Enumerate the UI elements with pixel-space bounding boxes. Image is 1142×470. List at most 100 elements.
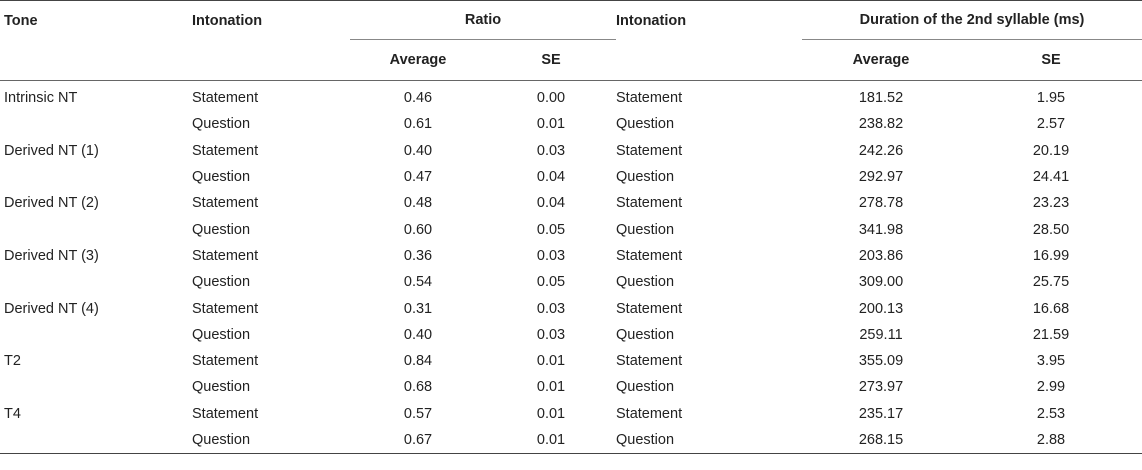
table-row: Question 0.40 0.03 Question 259.11 21.59 <box>0 322 1142 348</box>
cell-intonation-2: Statement <box>616 90 683 107</box>
cell-duration-se: 20.19 <box>1032 142 1070 159</box>
results-table: Tone Intonation Ratio Intonation Duratio… <box>0 0 1142 455</box>
cell-ratio-average: 0.60 <box>403 221 433 238</box>
cell-tone: Intrinsic NT <box>4 90 78 107</box>
table-row: Intrinsic NT Statement 0.46 0.00 Statement 18… <box>0 85 1142 111</box>
cell-duration-average: 242.26 <box>858 142 904 159</box>
cell-duration-average: 278.78 <box>858 195 904 212</box>
cell-duration-average: 181.52 <box>858 90 904 107</box>
header-duration-se: SE <box>1041 52 1061 68</box>
cell-intonation: Question <box>192 221 251 238</box>
cell-ratio-se: 0.03 <box>536 300 566 317</box>
cell-duration-average: 235.17 <box>858 405 904 422</box>
cell-tone: Derived NT (1) <box>4 142 99 159</box>
cell-intonation-2: Statement <box>616 142 683 159</box>
cell-ratio-se: 0.01 <box>536 405 566 422</box>
cell-duration-se: 16.68 <box>1032 300 1070 317</box>
table-row: Question 0.61 0.01 Question 238.82 2.57 <box>0 111 1142 137</box>
cell-duration-se: 3.95 <box>1036 353 1066 370</box>
table-row: Derived NT (2) Statement 0.48 0.04 Statement… <box>0 190 1142 216</box>
cell-ratio-se: 0.03 <box>536 247 566 264</box>
cell-duration-average: 309.00 <box>858 274 904 291</box>
cell-duration-se: 23.23 <box>1032 195 1070 212</box>
cell-duration-average: 355.09 <box>858 353 904 370</box>
cell-ratio-average: 0.40 <box>403 326 433 343</box>
header-ratio-average: Average <box>389 52 447 68</box>
table-row: Question 0.67 0.01 Question 268.15 2.88 <box>0 426 1142 455</box>
cell-duration-se: 2.99 <box>1036 379 1066 396</box>
cell-duration-average: 259.11 <box>859 326 903 343</box>
cell-intonation-2: Statement <box>616 247 683 264</box>
cell-tone: Derived NT (2) <box>4 195 99 212</box>
cell-ratio-se: 0.01 <box>486 426 616 455</box>
cell-intonation-2: Statement <box>616 405 683 422</box>
table-row: Question 0.47 0.04 Question 292.97 24.41 <box>0 164 1142 190</box>
cell-tone <box>0 269 192 295</box>
cell-duration-se: 1.95 <box>1036 90 1066 107</box>
cell-duration-se: 2.88 <box>960 426 1142 455</box>
table-row: T4 Statement 0.57 0.01 Statement 235.17 2.53 <box>0 401 1142 427</box>
cell-ratio-se: 0.01 <box>536 353 566 370</box>
cell-intonation-2: Statement <box>616 195 683 212</box>
table-row: Question 0.68 0.01 Question 273.97 2.99 <box>0 374 1142 400</box>
cell-duration-average: 203.86 <box>858 247 904 264</box>
cell-tone <box>0 164 192 190</box>
table-row: Derived NT (3) Statement 0.36 0.03 Statement… <box>0 243 1142 269</box>
header-intonation: Intonation <box>192 0 350 81</box>
cell-ratio-se: 0.03 <box>536 142 566 159</box>
cell-ratio-average: 0.47 <box>403 169 433 186</box>
table-row: Derived NT (4) Statement 0.31 0.03 Statement… <box>0 295 1142 321</box>
cell-ratio-average: 0.54 <box>403 274 433 291</box>
cell-duration-se: 2.53 <box>1036 405 1066 422</box>
cell-ratio-average: 0.68 <box>403 379 433 396</box>
cell-intonation-2: Question <box>616 274 675 291</box>
cell-ratio-se: 0.05 <box>536 274 566 291</box>
cell-ratio-se: 0.04 <box>536 195 566 212</box>
header-duration: Duration of the 2nd syllable (ms) <box>802 0 1142 40</box>
cell-intonation-2: Statement <box>616 353 683 370</box>
cell-intonation-2: Question <box>616 426 802 455</box>
header-intonation-2: Intonation <box>616 0 802 81</box>
cell-ratio-se: 0.05 <box>536 221 566 238</box>
cell-duration-average: 200.13 <box>858 300 904 317</box>
cell-intonation: Question <box>192 274 251 291</box>
cell-intonation: Question <box>192 426 350 455</box>
cell-intonation: Statement <box>192 247 259 264</box>
cell-ratio-average: 0.40 <box>403 142 433 159</box>
cell-tone: Derived NT (4) <box>4 300 99 317</box>
cell-duration-se: 16.99 <box>1032 247 1070 264</box>
cell-tone <box>0 111 192 137</box>
cell-intonation: Question <box>192 116 251 133</box>
cell-tone: T2 <box>4 353 21 370</box>
table-row: Question 0.54 0.05 Question 309.00 25.75 <box>0 269 1142 295</box>
cell-ratio-se: 0.00 <box>536 90 566 107</box>
table-row: Derived NT (1) Statement 0.40 0.03 Statement… <box>0 138 1142 164</box>
cell-duration-average: 238.82 <box>858 116 904 133</box>
header-duration-average: Average <box>852 52 910 68</box>
table-row: T2 Statement 0.84 0.01 Statement 355.09 3.95 <box>0 348 1142 374</box>
cell-intonation: Statement <box>192 142 259 159</box>
header-tone: Tone <box>0 0 192 81</box>
cell-intonation: Statement <box>192 90 259 107</box>
cell-intonation: Statement <box>192 405 259 422</box>
cell-ratio-average: 0.31 <box>403 300 433 317</box>
cell-intonation-2: Question <box>616 379 675 396</box>
cell-tone <box>0 374 192 400</box>
cell-intonation: Question <box>192 169 251 186</box>
cell-ratio-average: 0.48 <box>403 195 433 212</box>
cell-ratio-average: 0.84 <box>403 353 433 370</box>
cell-intonation: Statement <box>192 195 259 212</box>
cell-ratio-se: 0.01 <box>536 379 566 396</box>
cell-tone: T4 <box>4 405 21 422</box>
cell-tone <box>0 426 192 455</box>
cell-intonation: Statement <box>192 300 259 317</box>
header-ratio-se: SE <box>541 52 561 68</box>
cell-duration-se: 25.75 <box>1032 274 1070 291</box>
cell-ratio-average: 0.57 <box>403 405 433 422</box>
cell-ratio-se: 0.01 <box>536 116 566 133</box>
cell-tone <box>0 322 192 348</box>
cell-intonation: Question <box>192 326 251 343</box>
cell-duration-se: 2.57 <box>1036 116 1066 133</box>
cell-duration-average: 268.15 <box>802 426 960 455</box>
cell-intonation-2: Question <box>616 326 675 343</box>
